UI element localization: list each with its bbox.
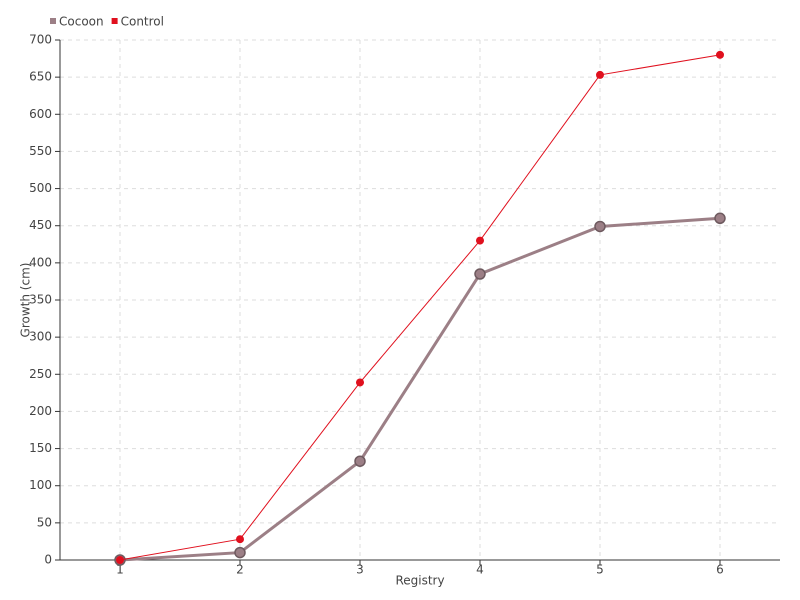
y-tick-label: 50 bbox=[37, 515, 52, 529]
y-tick-label: 450 bbox=[29, 218, 52, 232]
legend-label: Control bbox=[121, 15, 164, 29]
data-point bbox=[716, 50, 724, 59]
legend-label: Cocoon bbox=[59, 15, 104, 29]
x-tick-label: 3 bbox=[356, 563, 364, 577]
y-tick-label: 100 bbox=[29, 478, 52, 492]
x-tick-label: 4 bbox=[476, 563, 484, 577]
data-point bbox=[714, 212, 726, 225]
data-point bbox=[356, 378, 364, 387]
y-tick-label: 200 bbox=[29, 404, 52, 418]
data-point bbox=[354, 455, 366, 467]
data-point bbox=[474, 268, 486, 280]
y-tick-label: 0 bbox=[44, 553, 52, 567]
y-tick-label: 500 bbox=[29, 181, 52, 195]
data-point bbox=[596, 70, 604, 79]
series-line bbox=[119, 216, 721, 562]
data-point bbox=[234, 546, 246, 559]
y-tick-label: 250 bbox=[29, 367, 52, 381]
y-axis-label: Growth (cm) bbox=[19, 263, 33, 338]
y-tick-label: 400 bbox=[29, 255, 52, 269]
x-axis-label: Registry bbox=[395, 574, 444, 588]
y-tick-label: 650 bbox=[29, 70, 52, 84]
x-tick-label: 6 bbox=[716, 563, 724, 577]
y-tick-label: 300 bbox=[29, 330, 52, 344]
x-tick-label: 1 bbox=[116, 563, 124, 577]
y-tick-label: 550 bbox=[29, 144, 52, 158]
y-tick-label: 600 bbox=[29, 107, 52, 121]
legend-swatch bbox=[50, 18, 56, 24]
y-tick-label: 700 bbox=[29, 33, 52, 47]
data-point bbox=[476, 236, 484, 245]
series-line bbox=[119, 54, 721, 561]
x-tick-label: 5 bbox=[596, 563, 604, 577]
data-point bbox=[116, 556, 124, 564]
data-point bbox=[236, 535, 244, 544]
x-tick-label: 2 bbox=[236, 563, 244, 577]
y-tick-label: 350 bbox=[29, 293, 52, 307]
y-tick-label: 150 bbox=[29, 441, 52, 455]
data-point bbox=[594, 220, 606, 233]
legend-swatch bbox=[111, 18, 118, 24]
